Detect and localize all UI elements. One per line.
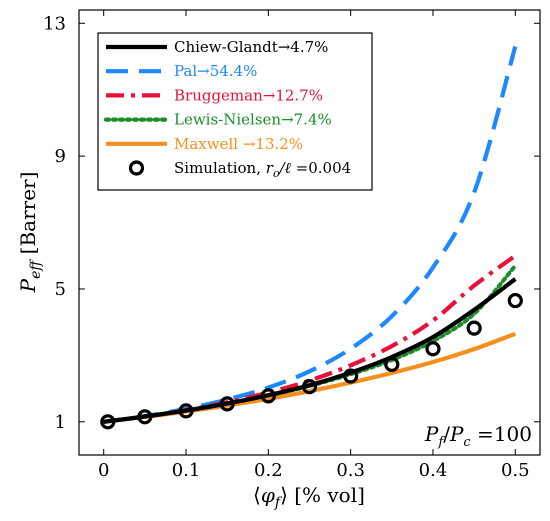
y-tick-label: 1	[55, 412, 66, 433]
y-axis-title: Peff [Barrer]	[16, 172, 44, 294]
simulation-point-4	[260, 388, 276, 404]
x-tick-label: 0.2	[254, 460, 283, 481]
series-layer	[100, 45, 523, 430]
x-axis-title: ⟨φf⟩ [% vol]	[253, 483, 365, 511]
series-line-chiew-glandt	[103, 277, 517, 424]
y-tick-label: 5	[55, 279, 66, 300]
simulation-point-9	[466, 320, 482, 336]
x-tick-label: 0	[98, 460, 109, 481]
simulation-point-5	[301, 378, 318, 395]
legend-label-bruggeman: Bruggeman→12.7%	[174, 86, 323, 104]
legend-label-pal: Pal→54.4%	[174, 62, 257, 80]
x-tick-label: 0.4	[419, 460, 448, 481]
y-tick-label: 9	[55, 146, 66, 167]
legend-items: Chiew-Glandt→4.7% Pal→54.4% Bruggeman→12.7…	[103, 38, 351, 180]
series-line-lewis-nielsen	[101, 263, 518, 424]
simulation-point-8	[425, 341, 441, 357]
x-tick-label: 0.5	[501, 460, 530, 481]
x-tick-label: 0.1	[172, 460, 201, 481]
y-tick-label: 13	[43, 13, 66, 34]
ratio-annotation: Pf/Pc =100	[424, 422, 532, 450]
simulation-point-2	[178, 403, 194, 419]
legend-label-simulation: Simulation, ro/ℓ =0.004	[174, 159, 351, 180]
simulation-point-6	[343, 368, 359, 384]
legend-label-maxwell: Maxwell →13.2%	[174, 135, 303, 153]
legend: Chiew-Glandt→4.7% Pal→54.4% Bruggeman→12.7…	[97, 32, 373, 191]
simulation-point-3	[219, 396, 235, 412]
simulation-point-0	[100, 414, 116, 430]
legend-box	[97, 32, 373, 191]
series-line-bruggeman	[103, 253, 517, 424]
simulation-point-10	[507, 292, 523, 309]
series-line-maxwell	[103, 331, 517, 424]
tick-layer: 0 0.1 0.2 0.3 0.4 0.5 1 5 9 13	[43, 10, 540, 481]
simulation-point-7	[384, 356, 400, 372]
x-tick-label: 0.3	[336, 460, 365, 481]
legend-label-lewis-nielsen: Lewis-Nielsen→7.4%	[174, 111, 332, 129]
axes-frame	[78, 9, 541, 456]
legend-label-chiew-glandt: Chiew-Glandt→4.7%	[174, 38, 328, 56]
legend-swatch-simulation	[128, 160, 145, 176]
simulation-point-1	[137, 409, 153, 425]
